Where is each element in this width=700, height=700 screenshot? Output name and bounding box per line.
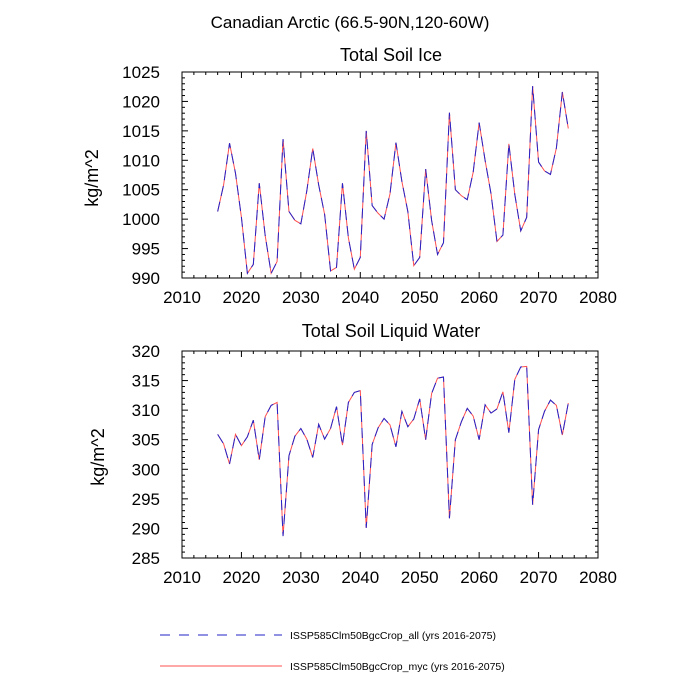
x-tick-label: 2060 <box>460 288 498 307</box>
y-tick-label: 310 <box>132 401 160 420</box>
y-tick-label: 1000 <box>122 210 160 229</box>
x-tick-label: 2080 <box>579 568 617 587</box>
x-tick-label: 2050 <box>401 288 439 307</box>
y-tick-label: 285 <box>132 549 160 568</box>
x-tick-label: 2030 <box>282 288 320 307</box>
panel-total-soil-liquid-water: Total Soil Liquid Water kg/m^2 2010 2020 2… <box>88 321 617 587</box>
y-tick-label: 1025 <box>122 63 160 82</box>
x-tick-label: 2070 <box>520 568 558 587</box>
y-tick-label: 290 <box>132 519 160 538</box>
y-tick-label: 315 <box>132 372 160 391</box>
y-tick-label: 1020 <box>122 92 160 111</box>
plot-frame <box>181 71 599 279</box>
legend-label-myc: ISSP585Clm50BgcCrop_myc (yrs 2016-2075) <box>290 661 505 673</box>
y-tick-label: 320 <box>132 342 160 361</box>
series-line-myc <box>217 365 569 537</box>
y-axis-label: kg/m^2 <box>82 149 102 206</box>
legend-label-all: ISSP585Clm50BgcCrop_all (yrs 2016-2075) <box>290 630 496 642</box>
x-tick-label: 2070 <box>520 288 558 307</box>
x-tick-label: 2020 <box>223 288 261 307</box>
x-tick-label: 2080 <box>579 288 617 307</box>
y-tick-label: 295 <box>132 490 160 509</box>
panel-total-soil-ice: Total Soil Ice kg/m^2 2010 2020 2030 2040 20… <box>82 45 617 307</box>
y-tick-label: 1010 <box>122 151 160 170</box>
panel-title: Total Soil Ice <box>340 45 442 65</box>
legend: ISSP585Clm50BgcCrop_all (yrs 2016-2075) … <box>160 630 505 673</box>
x-tick-label: 2010 <box>163 568 201 587</box>
y-tick-label: 1005 <box>122 181 160 200</box>
series-line-all <box>217 365 569 537</box>
y-tick-label: 1015 <box>122 122 160 141</box>
series-line-all <box>217 86 569 275</box>
y-tick-label: 300 <box>132 460 160 479</box>
x-tick-label: 2040 <box>341 288 379 307</box>
x-tick-label: 2040 <box>341 568 379 587</box>
y-tick-label: 305 <box>132 431 160 450</box>
y-tick-label: 990 <box>132 269 160 288</box>
series-line-myc <box>217 86 569 275</box>
x-tick-label: 2020 <box>223 568 261 587</box>
x-tick-label: 2060 <box>460 568 498 587</box>
y-tick-label: 995 <box>132 240 160 259</box>
figure-title: Canadian Arctic (66.5-90N,120-60W) <box>211 13 490 32</box>
plot-frame <box>181 350 599 559</box>
x-tick-label: 2030 <box>282 568 320 587</box>
panel-title: Total Soil Liquid Water <box>302 321 480 341</box>
x-tick-label: 2050 <box>401 568 439 587</box>
x-tick-label: 2010 <box>163 288 201 307</box>
y-axis-label: kg/m^2 <box>88 428 108 485</box>
